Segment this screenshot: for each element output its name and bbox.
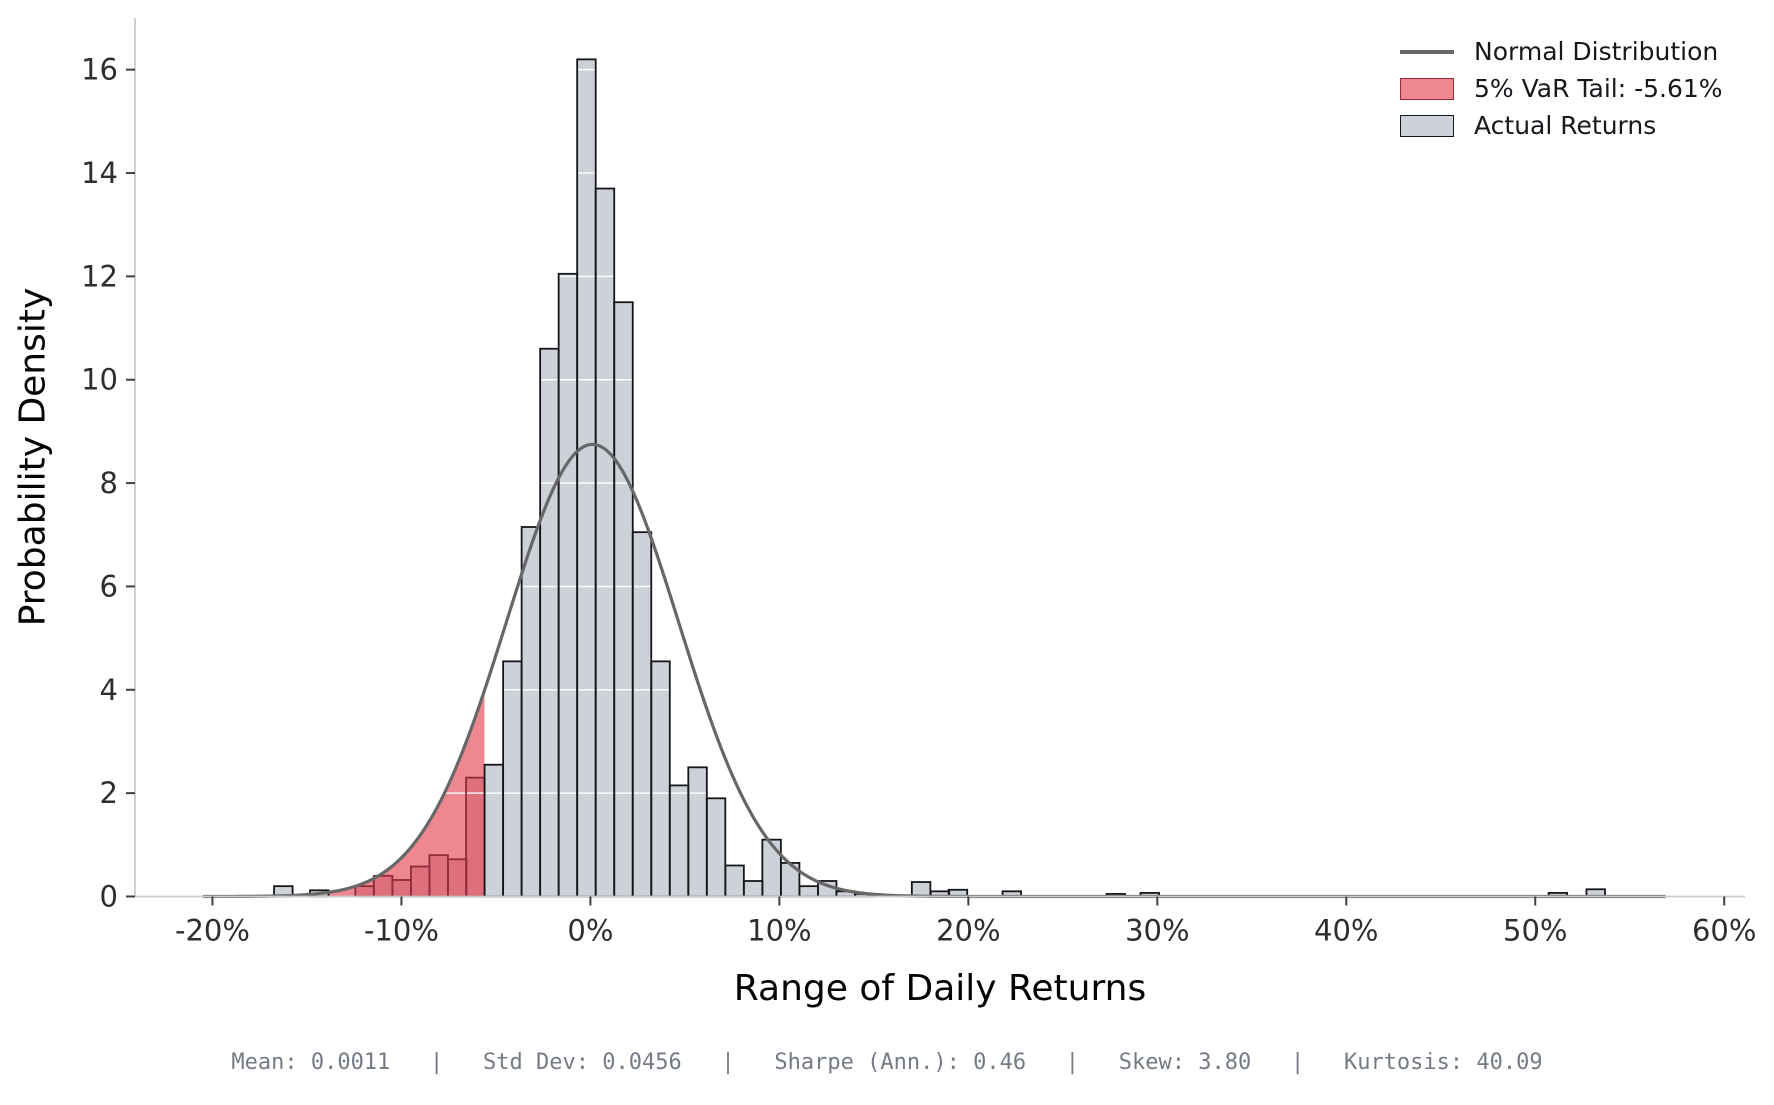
y-tick-label: 14 (81, 156, 118, 190)
x-tick-label: 20% (936, 914, 1000, 948)
histogram-bar (669, 785, 689, 897)
histogram-bar (521, 527, 541, 897)
histogram-bar (484, 764, 504, 897)
y-axis-title: Probability Density (12, 287, 54, 627)
gridlines-over (135, 68, 1745, 794)
var-tail-bar (466, 777, 485, 897)
x-axis-title: Range of Daily Returns (733, 968, 1147, 1009)
x-tick-label: 40% (1314, 914, 1378, 948)
x-tick-label: 50% (1503, 914, 1567, 948)
histogram-bar (274, 886, 293, 897)
histogram-bars (274, 59, 1605, 897)
legend-line-swatch (1400, 49, 1454, 54)
legend-item-actual-returns: Actual Returns (1400, 107, 1723, 144)
histogram-bar (540, 348, 559, 897)
histogram-bar (651, 661, 670, 897)
histogram-bar (558, 273, 578, 897)
legend-item-normal-distribution: Normal Distribution (1400, 33, 1723, 70)
y-tick-label: 10 (81, 363, 118, 397)
var-tail-bar (392, 879, 411, 897)
histogram-bar (1002, 891, 1022, 897)
legend-label: 5% VaR Tail: -5.61% (1474, 74, 1723, 103)
histogram-bar (688, 767, 707, 897)
x-tick-label: 10% (747, 914, 811, 948)
histogram-bar (1586, 889, 1605, 897)
histogram-bar (911, 882, 931, 897)
var-tail-bar (410, 866, 430, 897)
y-tick-label: 6 (100, 569, 118, 603)
x-tick-label: 0% (567, 914, 613, 948)
x-tick-label: -10% (364, 914, 439, 948)
histogram-bar (948, 889, 968, 897)
var-tail-patch-icon (1400, 77, 1454, 100)
histogram-bar (799, 886, 818, 897)
legend-item-var-tail: 5% VaR Tail: -5.61% (1400, 70, 1723, 107)
histogram-bar (780, 862, 800, 897)
stats-footer: Mean: 0.0011 | Std Dev: 0.0456 | Sharpe … (231, 1050, 1543, 1075)
legend-red-swatch (1400, 77, 1454, 100)
histogram-bar (930, 891, 950, 897)
x-tick-label: 60% (1692, 914, 1756, 948)
histogram-bar (762, 839, 781, 897)
actual-returns-patch-icon (1400, 114, 1454, 137)
y-tick-label: 2 (100, 776, 118, 810)
var-tail-bar (355, 886, 374, 897)
axes (134, 18, 1745, 898)
normal-curve-line-icon (1400, 49, 1454, 54)
tick-labels: -20% -10% 0% 10% 20% 30% 40% 50% 60% 0 2 4 6 8 10 12 14 1… (81, 53, 1756, 948)
y-tick-label: 12 (81, 259, 118, 293)
histogram-bar (632, 532, 652, 897)
var-tail-bar (447, 859, 467, 897)
var-tail-bar (373, 875, 393, 897)
histogram-bar (743, 881, 763, 897)
legend: Normal Distribution 5% VaR Tail: -5.61% … (1400, 33, 1723, 144)
legend-label: Normal Distribution (1474, 37, 1719, 66)
gridlines-under (135, 68, 1745, 794)
histogram-bar (614, 302, 633, 897)
legend-gray-swatch (1400, 114, 1454, 137)
histogram-bar (836, 891, 855, 897)
y-tick-label: 8 (100, 466, 118, 500)
histogram-bar (706, 798, 726, 897)
histogram-bar (503, 661, 522, 897)
histogram-bar (577, 59, 596, 897)
histogram-bar (725, 865, 744, 897)
histogram-bar (854, 893, 874, 897)
y-tick-label: 16 (81, 53, 118, 87)
x-tick-label: 30% (1125, 914, 1189, 948)
histogram-bar (1140, 892, 1160, 897)
y-tick-label: 0 (100, 880, 118, 914)
normal-curve (203, 442, 1666, 899)
histogram-bar (595, 188, 615, 897)
x-tick-label: -20% (175, 914, 250, 948)
legend-label: Actual Returns (1474, 111, 1657, 140)
var-tail-bar (429, 855, 448, 897)
y-tick-label: 4 (100, 673, 118, 707)
histogram-bar (1548, 892, 1568, 897)
